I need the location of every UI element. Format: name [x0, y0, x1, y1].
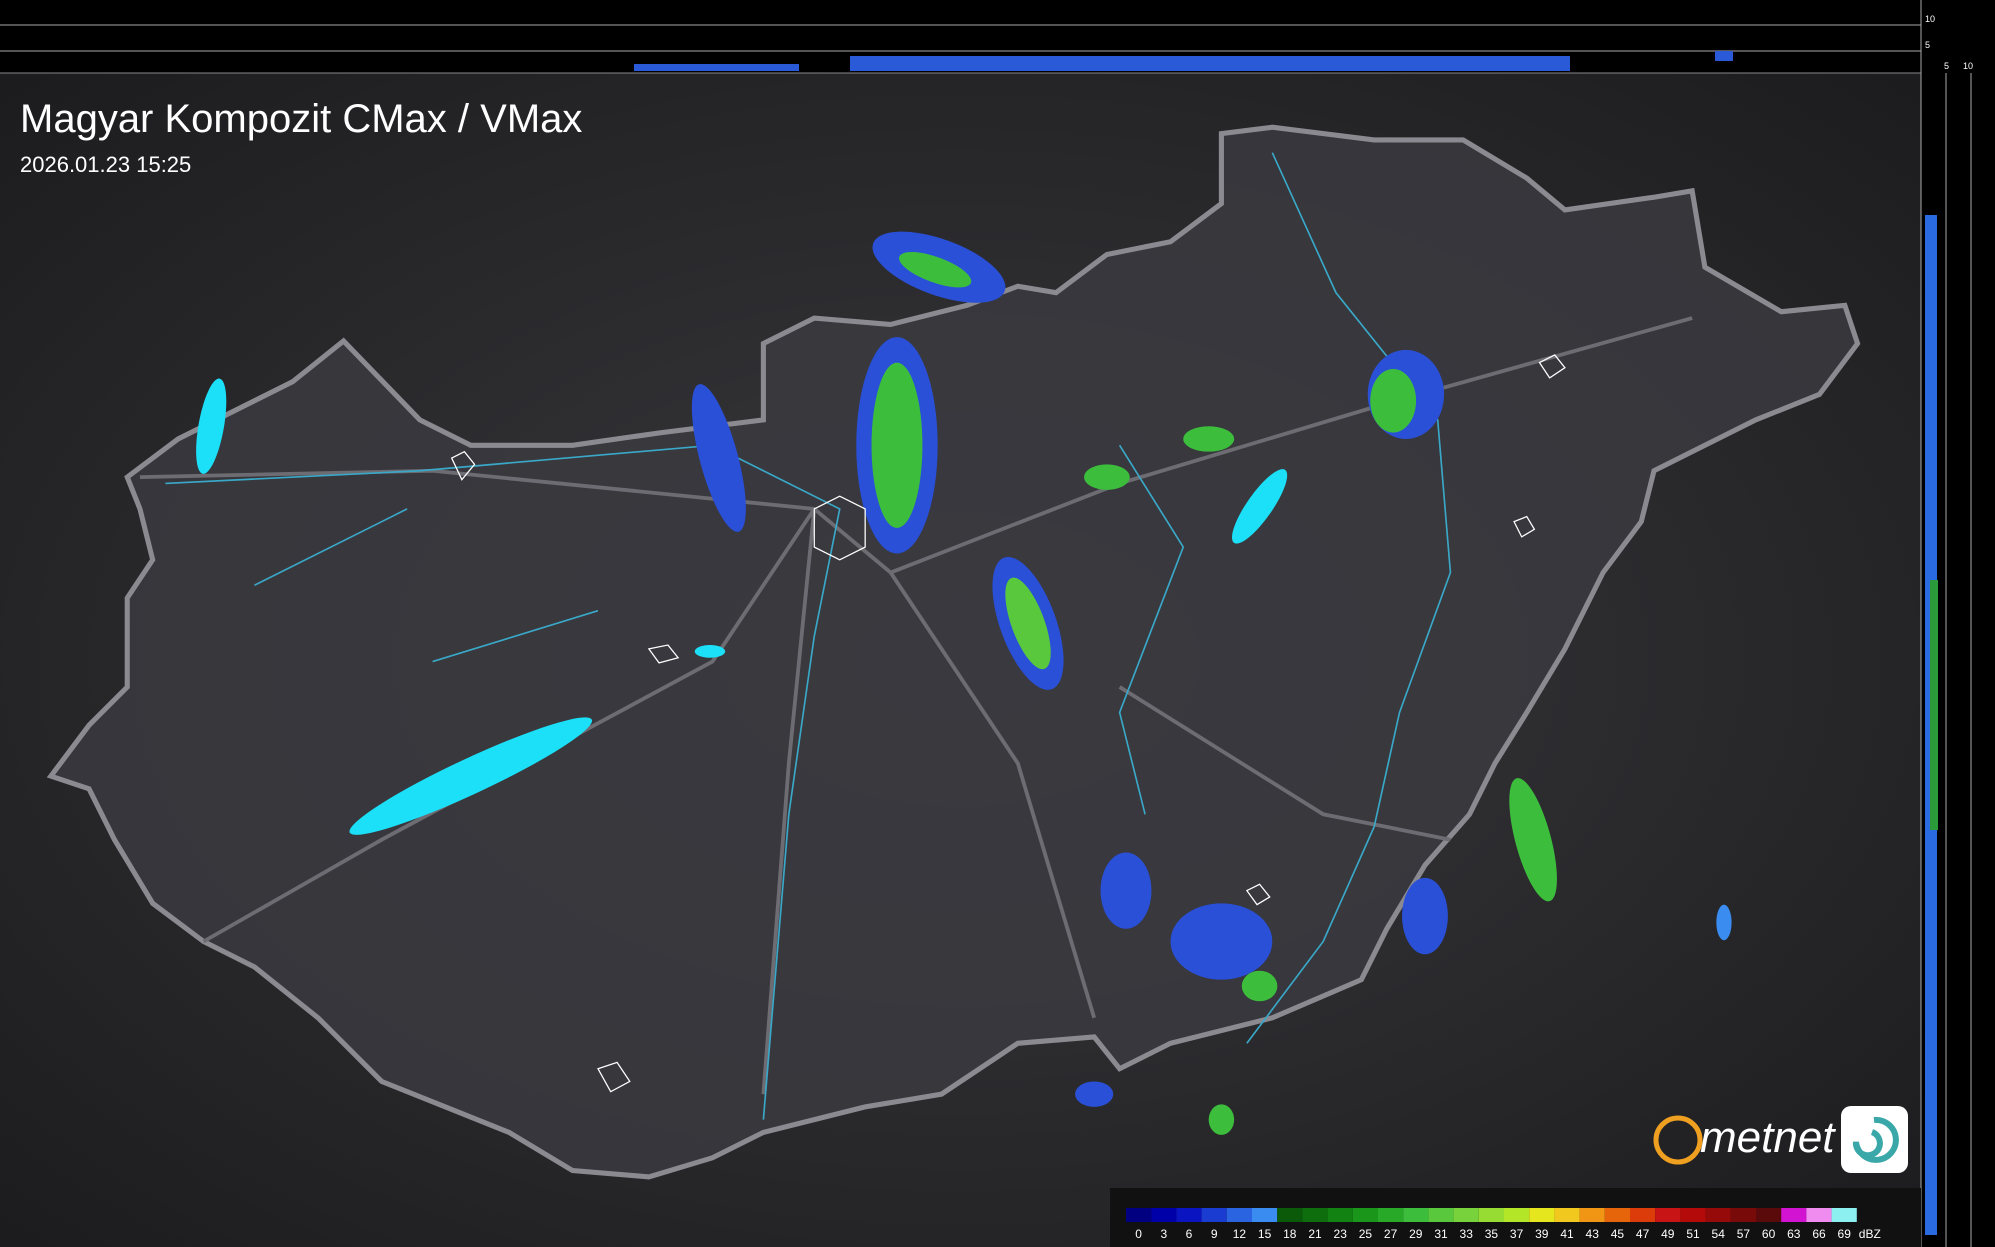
legend-swatch — [1630, 1208, 1656, 1222]
legend-label: 51 — [1686, 1227, 1700, 1241]
legend-swatch — [1579, 1208, 1605, 1222]
legend-swatch — [1478, 1208, 1504, 1222]
legend-label: 31 — [1434, 1227, 1448, 1241]
legend-label: 63 — [1787, 1227, 1801, 1241]
legend-swatch — [1504, 1208, 1530, 1222]
legend-label: 66 — [1812, 1227, 1826, 1241]
legend-label: 43 — [1586, 1227, 1600, 1241]
legend-label: 23 — [1334, 1227, 1348, 1241]
legend-swatch — [1226, 1208, 1252, 1222]
logo: metnet — [1653, 1106, 1908, 1173]
legend-swatch — [1403, 1208, 1429, 1222]
legend-label: 41 — [1560, 1227, 1574, 1241]
legend-label: 27 — [1384, 1227, 1398, 1241]
lakes — [196, 378, 1288, 835]
legend-label: 12 — [1233, 1227, 1247, 1241]
legend-swatch — [1756, 1208, 1782, 1222]
legend-label: 6 — [1186, 1227, 1193, 1241]
legend-swatch — [1277, 1208, 1303, 1222]
legend-swatch — [1201, 1208, 1227, 1222]
map-title: Magyar Kompozit CMax / VMax — [20, 97, 582, 141]
legend-unit: dBZ — [1859, 1227, 1881, 1241]
profile-label: 10 — [1925, 14, 1935, 24]
settlements — [450, 354, 1566, 1093]
legend: 0 3 6 9 12 15 18 21 23 25 27 29 31 33 35 37 39 41 43 45 47 49… — [1126, 1208, 1881, 1241]
radar-echoes — [691, 231, 1732, 1135]
side-profile-echoes — [1925, 215, 1938, 1235]
legend-label: 9 — [1211, 1227, 1218, 1241]
legend-swatch — [1126, 1208, 1152, 1222]
legend-label: 45 — [1611, 1227, 1625, 1241]
legend-label: 0 — [1135, 1227, 1142, 1241]
legend-swatch — [1529, 1208, 1555, 1222]
legend-swatch — [1352, 1208, 1378, 1222]
rivers — [165, 152, 1452, 1120]
legend-swatch — [1428, 1208, 1454, 1222]
legend-label: 33 — [1460, 1227, 1474, 1241]
profile-label: 5 — [1944, 61, 1949, 71]
logo-text: metnet — [1700, 1113, 1836, 1162]
legend-swatch — [1705, 1208, 1731, 1222]
legend-label: 49 — [1661, 1227, 1675, 1241]
legend-swatch — [1176, 1208, 1202, 1222]
legend-swatch — [1327, 1208, 1353, 1222]
legend-label: 57 — [1737, 1227, 1751, 1241]
map-timestamp: 2026.01.23 15:25 — [20, 152, 191, 177]
legend-label: 69 — [1838, 1227, 1852, 1241]
legend-label: 47 — [1636, 1227, 1650, 1241]
profile-label: 10 — [1963, 61, 1973, 71]
legend-swatch — [1378, 1208, 1404, 1222]
legend-label: 3 — [1160, 1227, 1167, 1241]
legend-swatch — [1730, 1208, 1756, 1222]
legend-swatch — [1806, 1208, 1832, 1222]
profile-label: 5 — [1925, 40, 1930, 50]
legend-swatch — [1252, 1208, 1278, 1222]
legend-label: 15 — [1258, 1227, 1272, 1241]
logo-sun — [1653, 1115, 1703, 1165]
legend-label: 37 — [1510, 1227, 1524, 1241]
legend-swatch — [1680, 1208, 1706, 1222]
legend-label: 21 — [1308, 1227, 1322, 1241]
legend-swatch — [1453, 1208, 1479, 1222]
legend-label: 39 — [1535, 1227, 1549, 1241]
top-profile-echoes — [634, 51, 1733, 71]
legend-swatch — [1781, 1208, 1807, 1222]
legend-swatch — [1151, 1208, 1177, 1222]
legend-swatch — [1302, 1208, 1328, 1222]
legend-label: 54 — [1712, 1227, 1726, 1241]
legend-label: 25 — [1359, 1227, 1373, 1241]
legend-swatch — [1655, 1208, 1681, 1222]
logo-swirl — [1852, 1116, 1899, 1163]
legend-label: 35 — [1485, 1227, 1499, 1241]
legend-label: 29 — [1409, 1227, 1423, 1241]
legend-label: 60 — [1762, 1227, 1776, 1241]
legend-swatch — [1554, 1208, 1580, 1222]
legend-label: 18 — [1283, 1227, 1297, 1241]
legend-swatch — [1831, 1208, 1857, 1222]
map-layer — [46, 124, 1861, 1180]
legend-swatch — [1604, 1208, 1630, 1222]
